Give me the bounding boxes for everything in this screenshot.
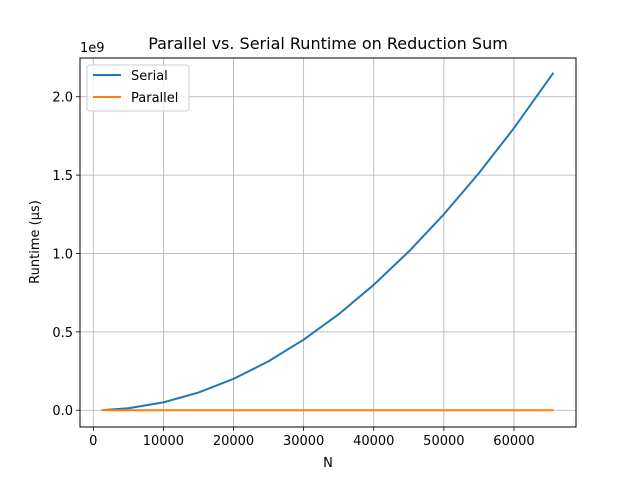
legend-label-parallel: Parallel	[131, 91, 178, 106]
x-tick-label: 50000	[423, 434, 464, 449]
legend-label-serial: Serial	[131, 69, 168, 84]
plot-frame	[79, 57, 577, 428]
y-tick-label: 1.0	[52, 247, 73, 262]
y-tick-label: 0.0	[52, 404, 73, 419]
chart-title: Parallel vs. Serial Runtime on Reduction…	[148, 34, 508, 53]
ticks: 0 10000 20000 30000 40000 50000 60000 0.0 0.5 1.0…	[52, 91, 534, 449]
series-line-serial	[101, 72, 555, 412]
x-tick-label: 60000	[493, 434, 534, 449]
legend: Serial Parallel	[86, 64, 190, 112]
x-tick-label: 40000	[353, 434, 394, 449]
legend-box	[86, 64, 190, 112]
x-tick-label: 0	[89, 434, 97, 449]
x-tick-label: 30000	[283, 434, 324, 449]
y-axis-label: Runtime (µs)	[28, 200, 43, 284]
x-axis-label: N	[323, 456, 333, 471]
x-tick-label: 10000	[143, 434, 184, 449]
y-tick-label: 2.0	[52, 91, 73, 106]
x-tick-label: 20000	[213, 434, 254, 449]
y-tick-label: 1.5	[52, 169, 73, 184]
y-offset-label: 1e9	[80, 41, 105, 56]
series-lines	[101, 72, 555, 412]
y-tick-label: 0.5	[52, 326, 73, 341]
